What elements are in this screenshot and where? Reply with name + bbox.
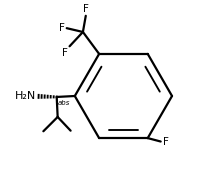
- Text: abs: abs: [57, 100, 69, 106]
- Text: F: F: [62, 48, 68, 58]
- Text: F: F: [162, 137, 168, 147]
- Text: F: F: [82, 4, 88, 14]
- Text: F: F: [59, 23, 64, 33]
- Text: H₂N: H₂N: [15, 91, 36, 101]
